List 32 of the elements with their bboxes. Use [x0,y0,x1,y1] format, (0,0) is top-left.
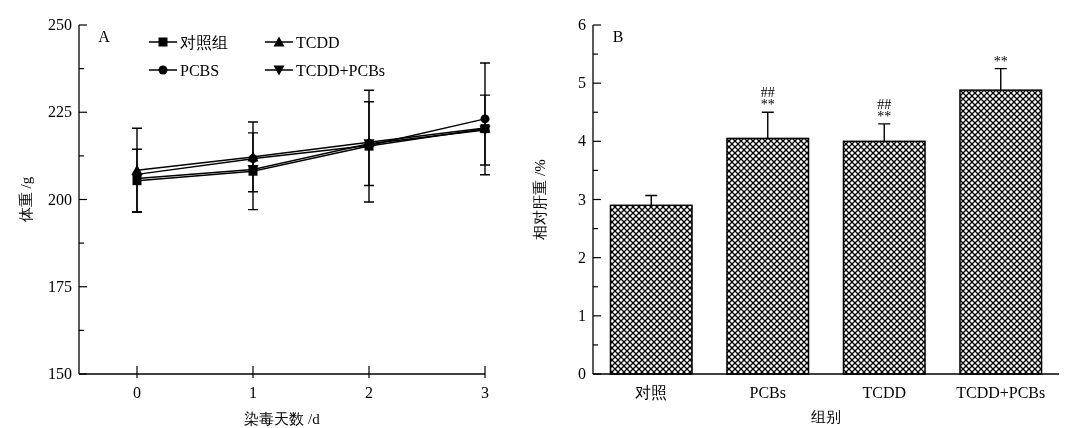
y-tick-label: 2 [578,248,586,266]
y-tick-label: 225 [48,103,72,121]
x-tick-label: 2 [365,384,373,401]
legend-label: TCDD [296,34,340,51]
x-tick-label: PCBs [749,384,786,401]
legend-label: PCBS [180,62,220,79]
x-tick-label: 1 [249,384,257,401]
y-tick-label: 6 [578,16,586,33]
x-tick-label: TCDD [862,384,907,401]
y-tick-label: 4 [578,132,586,150]
x-tick-label: TCDD+PCBs [956,384,1046,401]
x-tick-label: 3 [481,384,489,401]
y-tick-label: 1 [578,306,586,324]
y-tick-label: 175 [48,277,72,295]
y-tick-label: 3 [578,190,586,208]
annotation: A [98,28,111,45]
annotation: ** [760,97,775,113]
x-axis-title: 染毒天数 /d [244,411,321,427]
x-tick-label: 对照 [635,384,668,401]
y-axis-title: 相对肝重 /% [532,159,548,240]
y-tick-label: 0 [578,365,586,382]
legend-label: TCDD+PCBs [296,62,386,79]
annotation: ** [993,53,1008,69]
y-tick-label: 250 [48,16,72,33]
y-axis-title: 体重 /g [18,176,34,223]
y-tick-label: 5 [578,74,586,92]
x-axis-title: 组别 [811,409,841,425]
y-tick-label: 150 [48,365,72,382]
legend-label: 对照组 [180,34,228,51]
x-tick-label: 0 [133,384,141,401]
annotation: B [612,28,624,45]
y-tick-label: 200 [48,190,72,208]
